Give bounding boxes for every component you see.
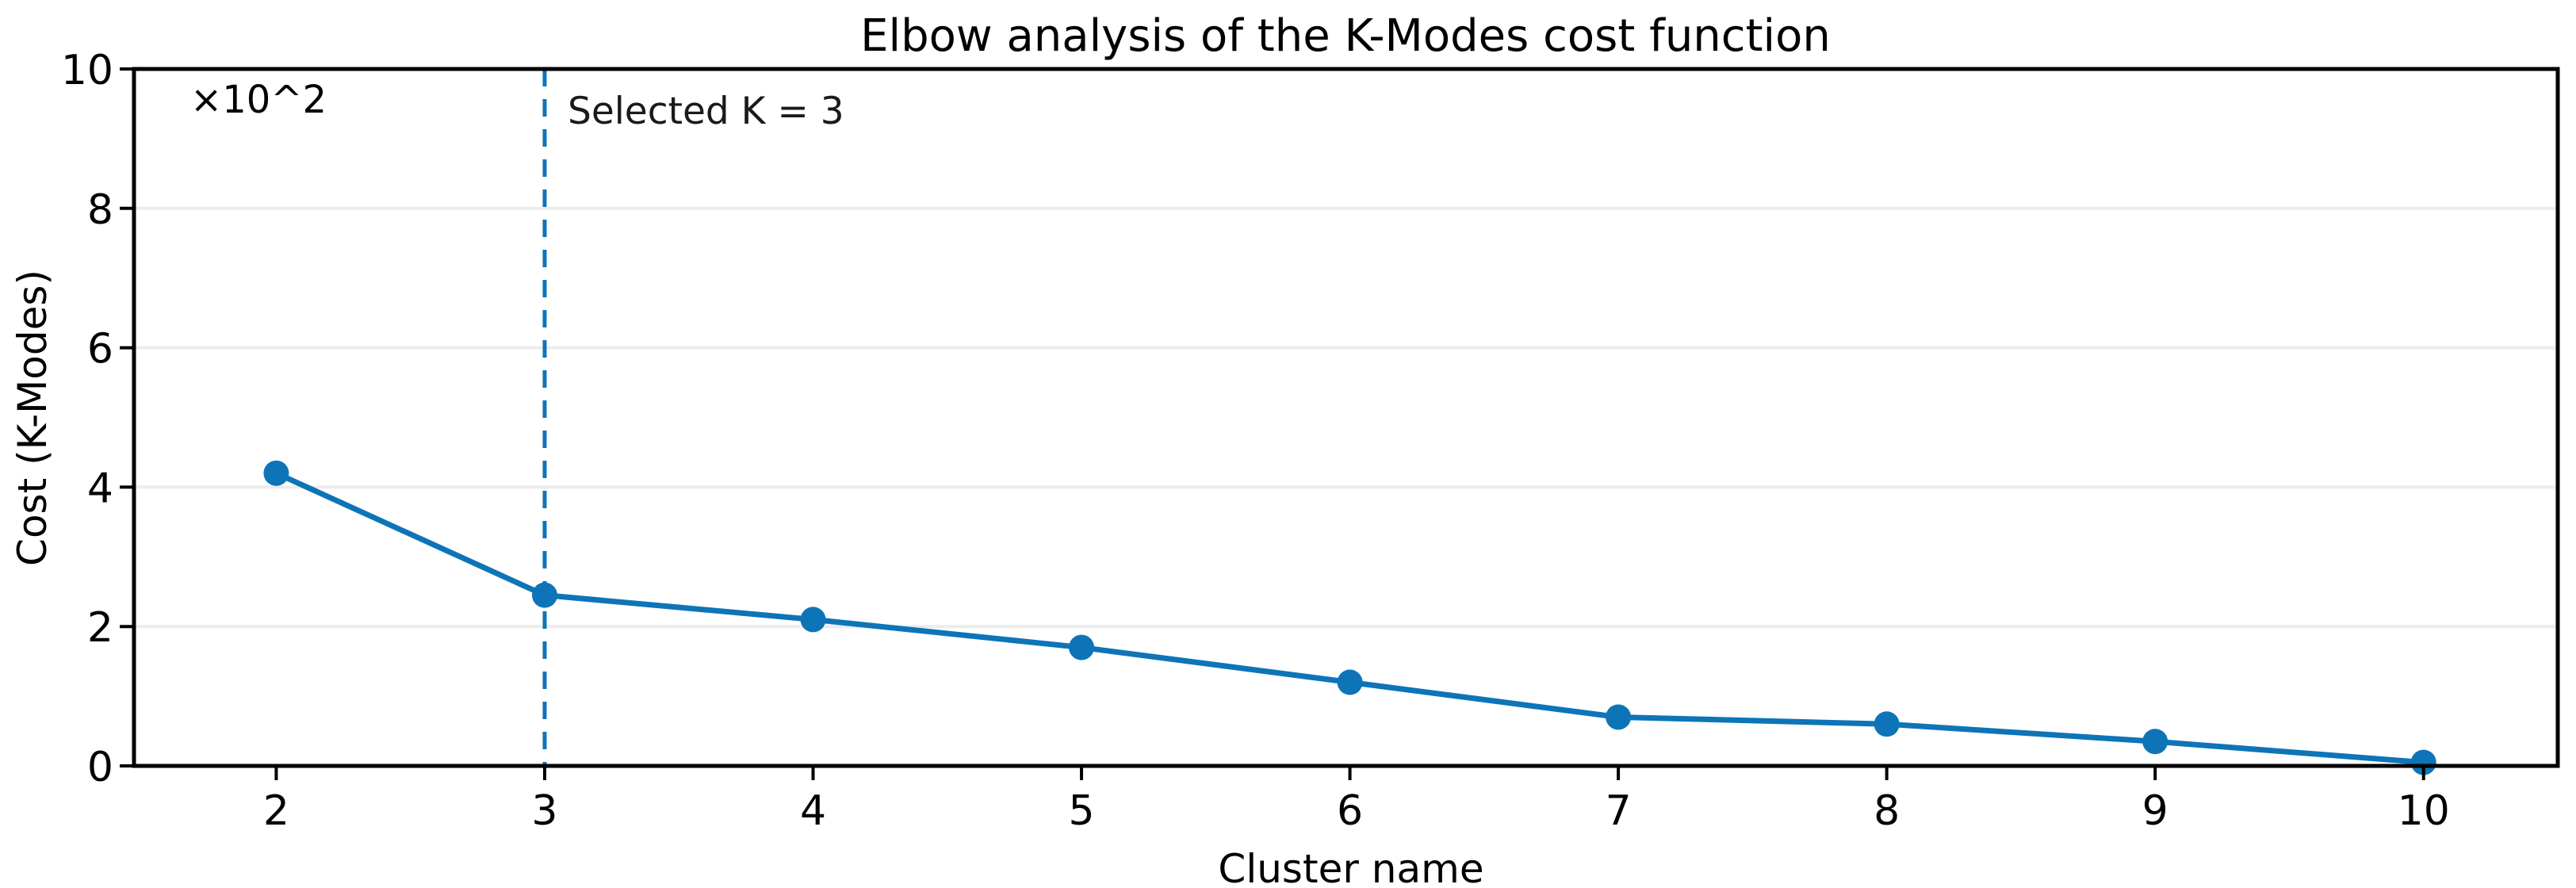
data-point-marker — [531, 582, 557, 608]
x-axis-label: Cluster name — [1218, 846, 1483, 888]
data-point-marker — [1337, 669, 1363, 695]
x-tick-label: 5 — [1068, 787, 1094, 835]
selected-k-annotation: Selected K = 3 — [568, 90, 844, 133]
y-tick-label: 8 — [87, 186, 113, 234]
y-axis-label: Cost (K-Modes) — [10, 270, 56, 566]
cost-line-group — [273, 470, 2427, 766]
axes-frame — [132, 67, 2560, 768]
x-tick-label: 3 — [531, 787, 557, 835]
chart-title: Elbow analysis of the K-Modes cost funct… — [860, 10, 1831, 62]
data-point-marker — [1874, 711, 1900, 737]
data-point-marker — [2142, 729, 2168, 755]
axes-frame-group — [120, 67, 2560, 780]
data-markers-group — [263, 460, 2436, 775]
data-point-marker — [1069, 634, 1095, 660]
x-tick-label: 9 — [2142, 787, 2168, 835]
data-point-marker — [1606, 704, 1632, 730]
y-axis-multiplier-label: ×10^2 — [190, 78, 327, 122]
y-tick-label: 4 — [87, 465, 113, 512]
x-tick-label: 8 — [1874, 787, 1900, 835]
x-tick-label: 4 — [800, 787, 826, 835]
data-point-marker — [263, 460, 289, 486]
cost-line — [273, 470, 2427, 766]
data-point-marker — [800, 607, 826, 633]
x-tick-label: 7 — [1606, 787, 1632, 835]
gridlines-group — [134, 67, 2558, 767]
x-tick-label: 6 — [1337, 787, 1363, 835]
tick-labels-group: 2 3 4 5 6 7 8 9 10 0 2 4 6 8 10 — [61, 47, 2450, 835]
y-tick-label: 10 — [61, 47, 113, 94]
y-tick-label: 0 — [87, 744, 113, 791]
y-tick-label: 2 — [87, 604, 113, 652]
x-tick-label: 10 — [2398, 787, 2450, 835]
y-tick-label: 6 — [87, 326, 113, 373]
x-tick-label: 2 — [263, 787, 289, 835]
data-point-marker — [2410, 749, 2436, 775]
